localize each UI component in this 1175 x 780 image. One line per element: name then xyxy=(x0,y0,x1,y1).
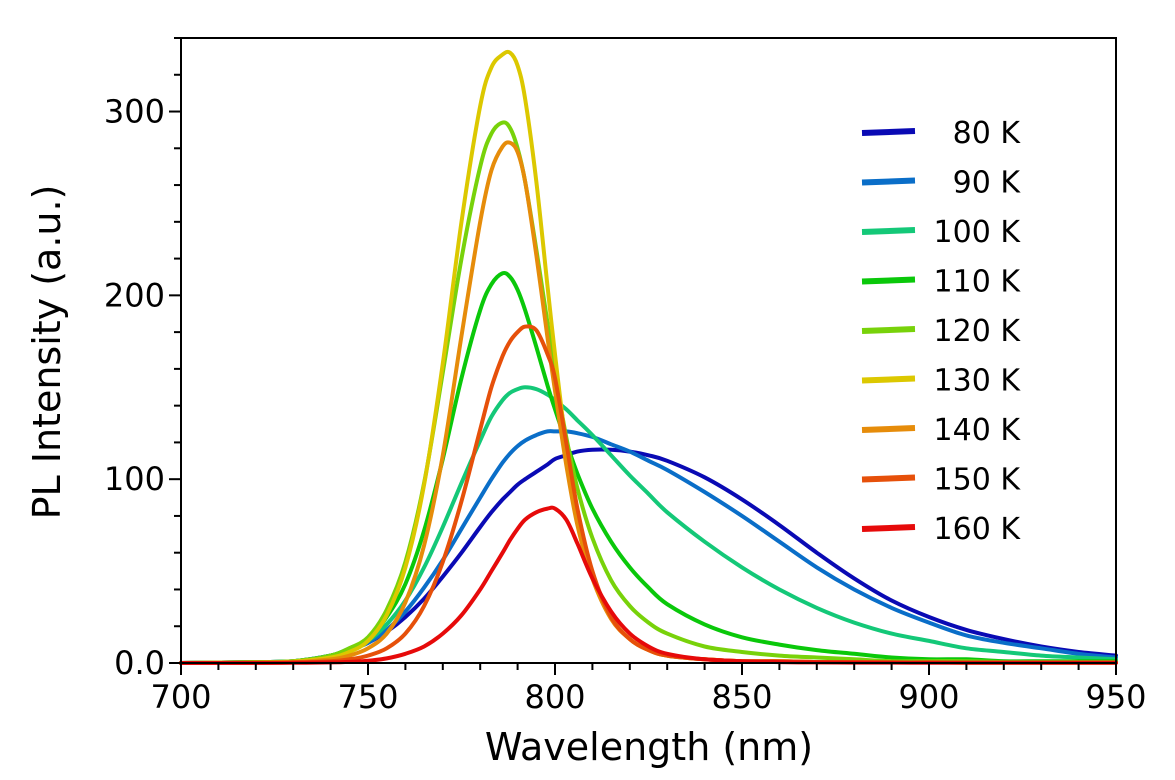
legend-label: 90 K xyxy=(953,166,1022,201)
y-tick-label: 300 xyxy=(104,93,165,131)
y-axis: 0.0 100 200 300 xyxy=(104,37,181,682)
x-tick-label: 900 xyxy=(898,678,959,716)
legend-label: 110 K xyxy=(934,265,1022,300)
legend-swatch xyxy=(861,227,916,235)
legend-label: 130 K xyxy=(934,364,1022,399)
legend-item: 150 K xyxy=(861,463,1022,498)
legend-label: 140 K xyxy=(934,413,1022,448)
legend-item: 140 K xyxy=(861,413,1022,448)
legend-item: 160 K xyxy=(861,512,1022,547)
x-tick-label: 800 xyxy=(524,678,585,716)
legend-swatch xyxy=(861,425,916,433)
y-axis-title: PL Intensity (a.u.) xyxy=(25,185,69,520)
legend-label: 160 K xyxy=(934,512,1022,547)
legend-item: 100 K xyxy=(861,215,1022,250)
x-tick-label: 850 xyxy=(711,678,772,716)
y-tick-label: 0.0 xyxy=(114,644,165,682)
x-tick-label: 700 xyxy=(150,678,211,716)
legend-swatch xyxy=(861,474,916,483)
legend-swatch xyxy=(861,177,916,186)
legend-swatch xyxy=(861,375,916,384)
legend-swatch xyxy=(861,276,916,285)
legend-swatch xyxy=(861,128,916,136)
legend-label: 80 K xyxy=(953,116,1022,151)
y-tick-label: 100 xyxy=(104,460,165,498)
legend-item: 120 K xyxy=(861,314,1022,349)
legend-label: 100 K xyxy=(934,215,1022,250)
plot-frame xyxy=(180,37,1117,664)
legend-item: 130 K xyxy=(861,364,1022,399)
legend-item: 80 K xyxy=(861,116,1022,151)
legend-label: 120 K xyxy=(934,314,1022,349)
legend-item: 90 K xyxy=(861,166,1022,201)
x-axis: 700 750 800 850 900 950 xyxy=(150,663,1147,716)
legend: 80 K 90 K 100 K 110 K 120 K 130 K 140 K 150 K 16… xyxy=(861,116,1022,547)
legend-item: 110 K xyxy=(861,265,1022,300)
series-line-120k xyxy=(179,120,1118,665)
legend-swatch xyxy=(861,524,916,532)
x-tick-label: 950 xyxy=(1085,678,1146,716)
legend-label: 150 K xyxy=(934,463,1022,498)
x-axis-title: Wavelength (nm) xyxy=(485,725,813,769)
x-tick-label: 750 xyxy=(337,678,398,716)
y-tick-label: 200 xyxy=(104,276,165,314)
legend-swatch xyxy=(861,326,916,334)
